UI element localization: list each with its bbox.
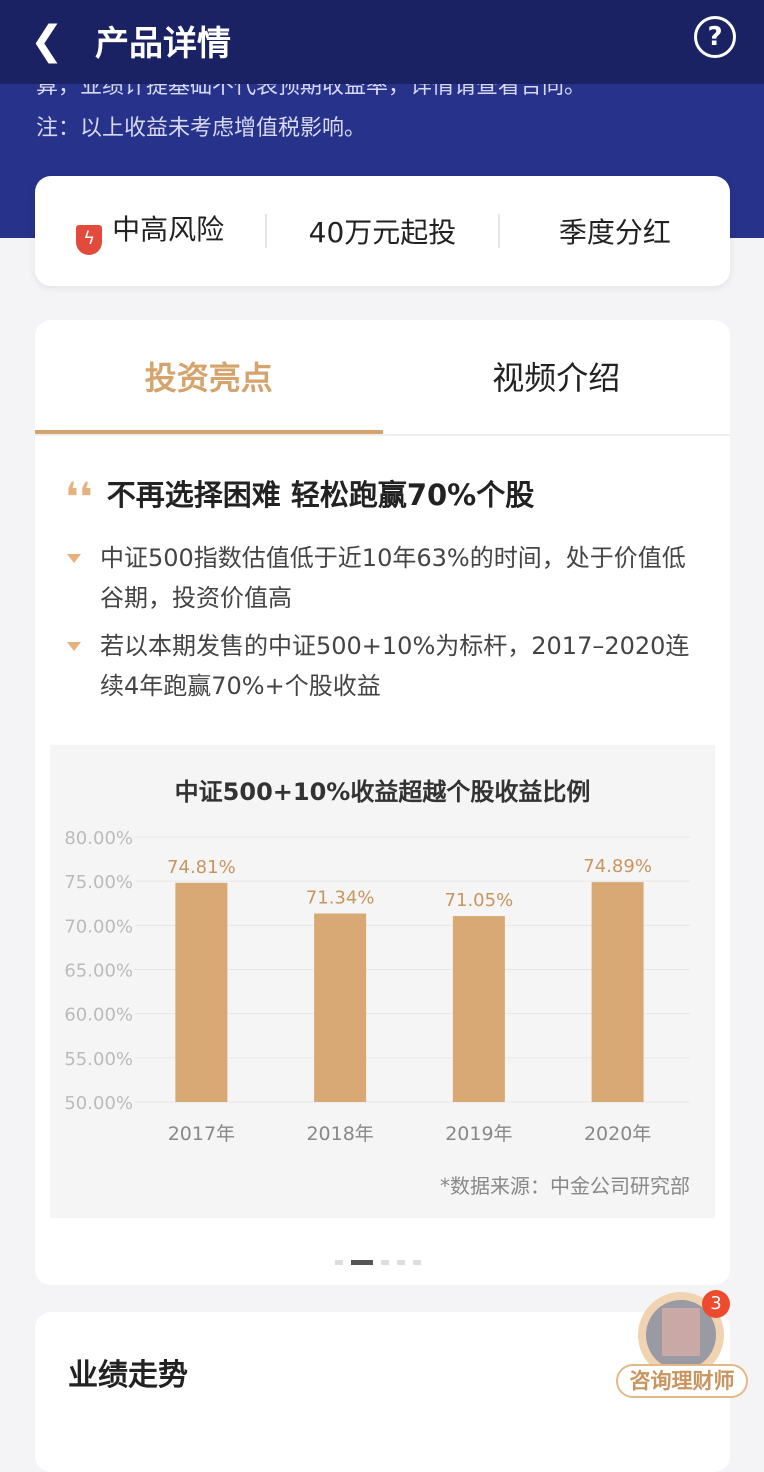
- avatar-image: [646, 1300, 716, 1370]
- x-tick-label: 2020年: [584, 1123, 651, 1145]
- tab-bar: 投资亮点 视频介绍: [35, 320, 730, 436]
- tab-video[interactable]: 视频介绍: [492, 359, 621, 397]
- bullet-item: 中证500指数估值低于近10年63%的时间，处于价值低谷期，投资价值高: [65, 538, 705, 618]
- question-circle-icon[interactable]: ?: [694, 16, 736, 58]
- data-source: *数据来源：中金公司研究部: [440, 1174, 690, 1198]
- top-bar: ❮ 产品详情 ?: [0, 0, 764, 84]
- y-tick-label: 70.00%: [64, 916, 133, 937]
- shield-icon: ϟ: [76, 224, 103, 255]
- bar: [591, 882, 644, 1102]
- note-line: 注：以上收益未考虑增值税影响。: [36, 116, 367, 141]
- product-info-card: ϟ 中高风险 40万元起投 季度分红: [35, 176, 730, 286]
- risk-label: 中高风险: [112, 212, 225, 246]
- carousel-dot[interactable]: [351, 1260, 373, 1265]
- chart-svg: 80.00% 75.00% 70.00% 65.00% 60.00% 55.00% 50.0…: [64, 828, 690, 1145]
- performance-card: 业绩走势: [35, 1312, 730, 1472]
- divider: [497, 214, 500, 248]
- carousel-indicator[interactable]: [335, 1260, 421, 1265]
- y-tick-label: 65.00%: [64, 961, 133, 982]
- y-tick-label: 50.00%: [64, 1093, 133, 1114]
- bar: [175, 882, 228, 1102]
- y-tick-label: 60.00%: [64, 1005, 133, 1026]
- page-title: 产品详情: [95, 24, 231, 64]
- tab-highlights[interactable]: 投资亮点: [35, 320, 383, 434]
- advisor-button[interactable]: 3 咨询理财师: [616, 1288, 748, 1398]
- divider: [265, 214, 268, 248]
- risk-level: ϟ 中高风险: [35, 208, 265, 255]
- data-label: 74.81%: [167, 857, 236, 878]
- y-tick-label: 75.00%: [64, 872, 133, 893]
- carousel-dot[interactable]: [397, 1260, 405, 1265]
- carousel-dot[interactable]: [413, 1260, 421, 1265]
- chevron-left-icon[interactable]: ❮: [30, 18, 64, 64]
- chart-title: 中证500+10%收益超越个股收益比例: [174, 778, 591, 806]
- y-tick-label: 55.00%: [64, 1049, 133, 1070]
- data-label: 71.05%: [445, 890, 514, 911]
- x-tick-label: 2017年: [168, 1123, 235, 1145]
- y-tick-label: 80.00%: [64, 828, 133, 849]
- quote-icon: ❛❛: [65, 475, 93, 521]
- min-invest: 40万元起投: [308, 216, 457, 249]
- bar: [314, 913, 367, 1102]
- highlights-card: 投资亮点 视频介绍 ❛❛ 不再选择困难 轻松跑赢70%个股 中证500指数估值低于…: [35, 320, 730, 1285]
- advisor-label: 咨询理财师: [616, 1364, 748, 1398]
- highlight-heading: ❛❛ 不再选择困难 轻松跑赢70%个股: [65, 472, 534, 521]
- bar: [452, 916, 505, 1102]
- bullet-item: 若以本期发售的中证500+10%为标杆，2017–2020连续4年跑赢70%+个…: [65, 626, 705, 706]
- carousel-dot[interactable]: [381, 1260, 389, 1265]
- performance-title: 业绩走势: [68, 1358, 188, 1393]
- data-label: 71.34%: [306, 887, 375, 908]
- data-label: 74.89%: [583, 856, 652, 877]
- dividend: 季度分红: [558, 216, 671, 249]
- carousel-dot[interactable]: [335, 1260, 343, 1265]
- x-tick-label: 2018年: [306, 1123, 373, 1145]
- x-tick-label: 2019年: [445, 1123, 512, 1145]
- heading-text: 不再选择困难 轻松跑赢70%个股: [106, 478, 535, 512]
- bar-chart: 中证500+10%收益超越个股收益比例 80.00% 75.00% 70.00% 65…: [50, 745, 715, 1218]
- notification-badge: 3: [702, 1290, 730, 1318]
